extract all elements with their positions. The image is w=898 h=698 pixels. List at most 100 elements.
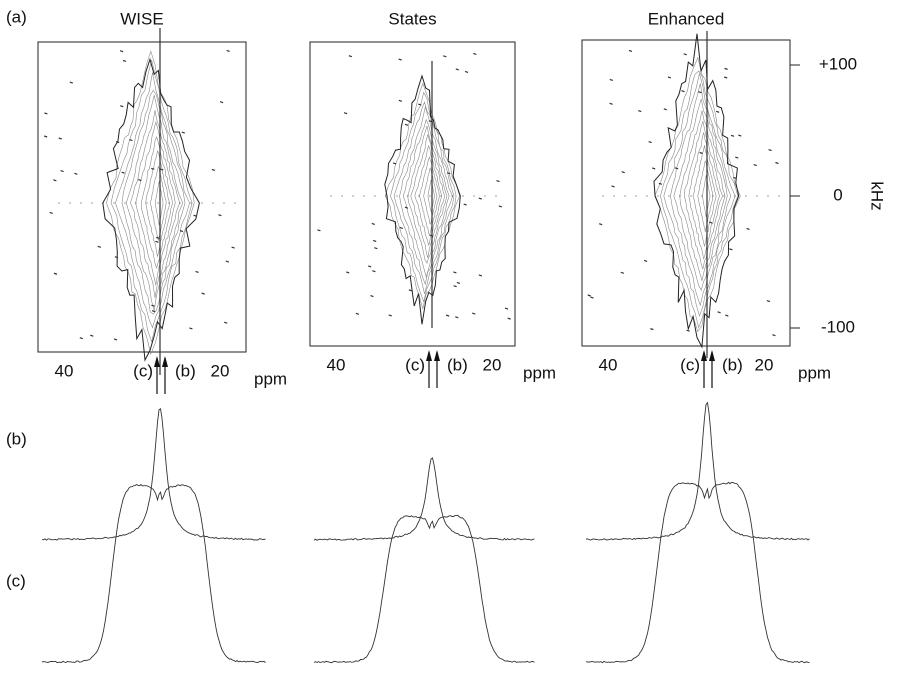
contour [684, 121, 724, 270]
contour [697, 160, 714, 233]
noise-dot [355, 312, 360, 315]
noise-dot [97, 245, 101, 248]
contour [423, 167, 438, 225]
noise-dot [374, 247, 378, 250]
noise-dot [408, 289, 413, 292]
noise-dot [129, 138, 133, 142]
noise-dot [729, 248, 733, 251]
noise-dot [504, 307, 509, 310]
noise-dot [733, 176, 737, 180]
spectrum-b [585, 401, 810, 541]
contour [106, 50, 195, 355]
noise-dot [463, 203, 467, 206]
noise-dot [69, 81, 74, 84]
noise-dot [730, 134, 735, 137]
noise-dot [370, 294, 374, 298]
noise-dot [398, 99, 403, 102]
noise-dot [388, 314, 392, 317]
panel-label: (b) [6, 429, 27, 448]
noise-dot [399, 226, 403, 229]
noise-dot [447, 172, 451, 175]
arrow-label: (b) [175, 361, 196, 380]
contour [390, 91, 457, 303]
noise-dot [598, 223, 603, 226]
y-tick-label: 0 [833, 185, 842, 204]
noise-dot [768, 149, 772, 152]
noise-dot [60, 170, 64, 173]
noise-dot [218, 214, 222, 217]
contour [688, 132, 720, 260]
noise-dot [428, 120, 433, 123]
noise-dot [90, 334, 94, 337]
noise-dot [723, 76, 728, 79]
contour-frame [37, 41, 247, 353]
noise-dot [155, 240, 159, 243]
noise-dot [478, 274, 483, 277]
contour [670, 83, 732, 307]
arrowhead [434, 350, 440, 361]
x-unit: ppm [254, 369, 287, 388]
noise-dot [620, 271, 625, 274]
noise-dot [724, 67, 728, 70]
noise-dot [317, 229, 321, 232]
noise-dot [698, 91, 702, 94]
noise-dot [663, 108, 668, 111]
noise-dot [681, 90, 685, 93]
x-tick-label: 40 [55, 361, 74, 380]
noise-dot [455, 68, 459, 71]
panel-label: (a) [6, 7, 27, 26]
noise-dot [735, 156, 739, 159]
noise-dot [708, 221, 713, 224]
arrowhead [709, 350, 715, 361]
noise-dot [392, 162, 397, 165]
column-title: Enhanced [648, 9, 725, 28]
noise-dot [609, 102, 613, 105]
noise-dot [650, 328, 654, 331]
noise-dot [219, 101, 224, 104]
contour [115, 72, 190, 329]
contour [663, 73, 736, 317]
contour [140, 136, 173, 269]
arrowhead [154, 356, 160, 367]
panel-label: (c) [6, 571, 26, 590]
contour [692, 145, 717, 248]
noise-dot [772, 334, 776, 337]
noise-dot [648, 140, 652, 144]
noise-dot [472, 312, 476, 315]
noise-dot [372, 239, 377, 242]
x-tick-label: 20 [211, 361, 230, 380]
noise-dot [418, 103, 422, 106]
noise-dot [429, 234, 434, 237]
noise-dot [120, 105, 124, 108]
noise-dot [638, 109, 642, 113]
contour-frame [309, 41, 516, 347]
noise-dot [53, 272, 58, 275]
noise-dot [766, 300, 771, 303]
noise-dot [445, 314, 450, 317]
arrow-label: (c) [405, 355, 425, 374]
noise-dot [651, 167, 656, 170]
noise-dot [587, 294, 591, 297]
noise-dot [643, 259, 648, 263]
noise-dot [151, 167, 155, 170]
noise-dot [398, 58, 402, 61]
noise-dot [226, 49, 230, 52]
noise-dot [443, 55, 447, 58]
noise-dot [371, 222, 375, 226]
x-tick-label: 20 [755, 355, 774, 374]
spectrum-b [313, 457, 535, 541]
noise-dot [456, 281, 461, 285]
spectrum-c [41, 483, 266, 664]
noise-dot [151, 304, 155, 307]
spectrum-c [585, 481, 810, 664]
contour [399, 105, 454, 286]
noise-dot [53, 179, 57, 182]
noise-dot [686, 329, 690, 332]
noise-dot [404, 123, 409, 126]
noise-dot [43, 135, 48, 138]
noise-dot [122, 59, 127, 62]
noise-dot [478, 197, 482, 200]
column-title: States [388, 9, 436, 28]
noise-dot [231, 246, 235, 249]
noise-dot [225, 260, 230, 263]
